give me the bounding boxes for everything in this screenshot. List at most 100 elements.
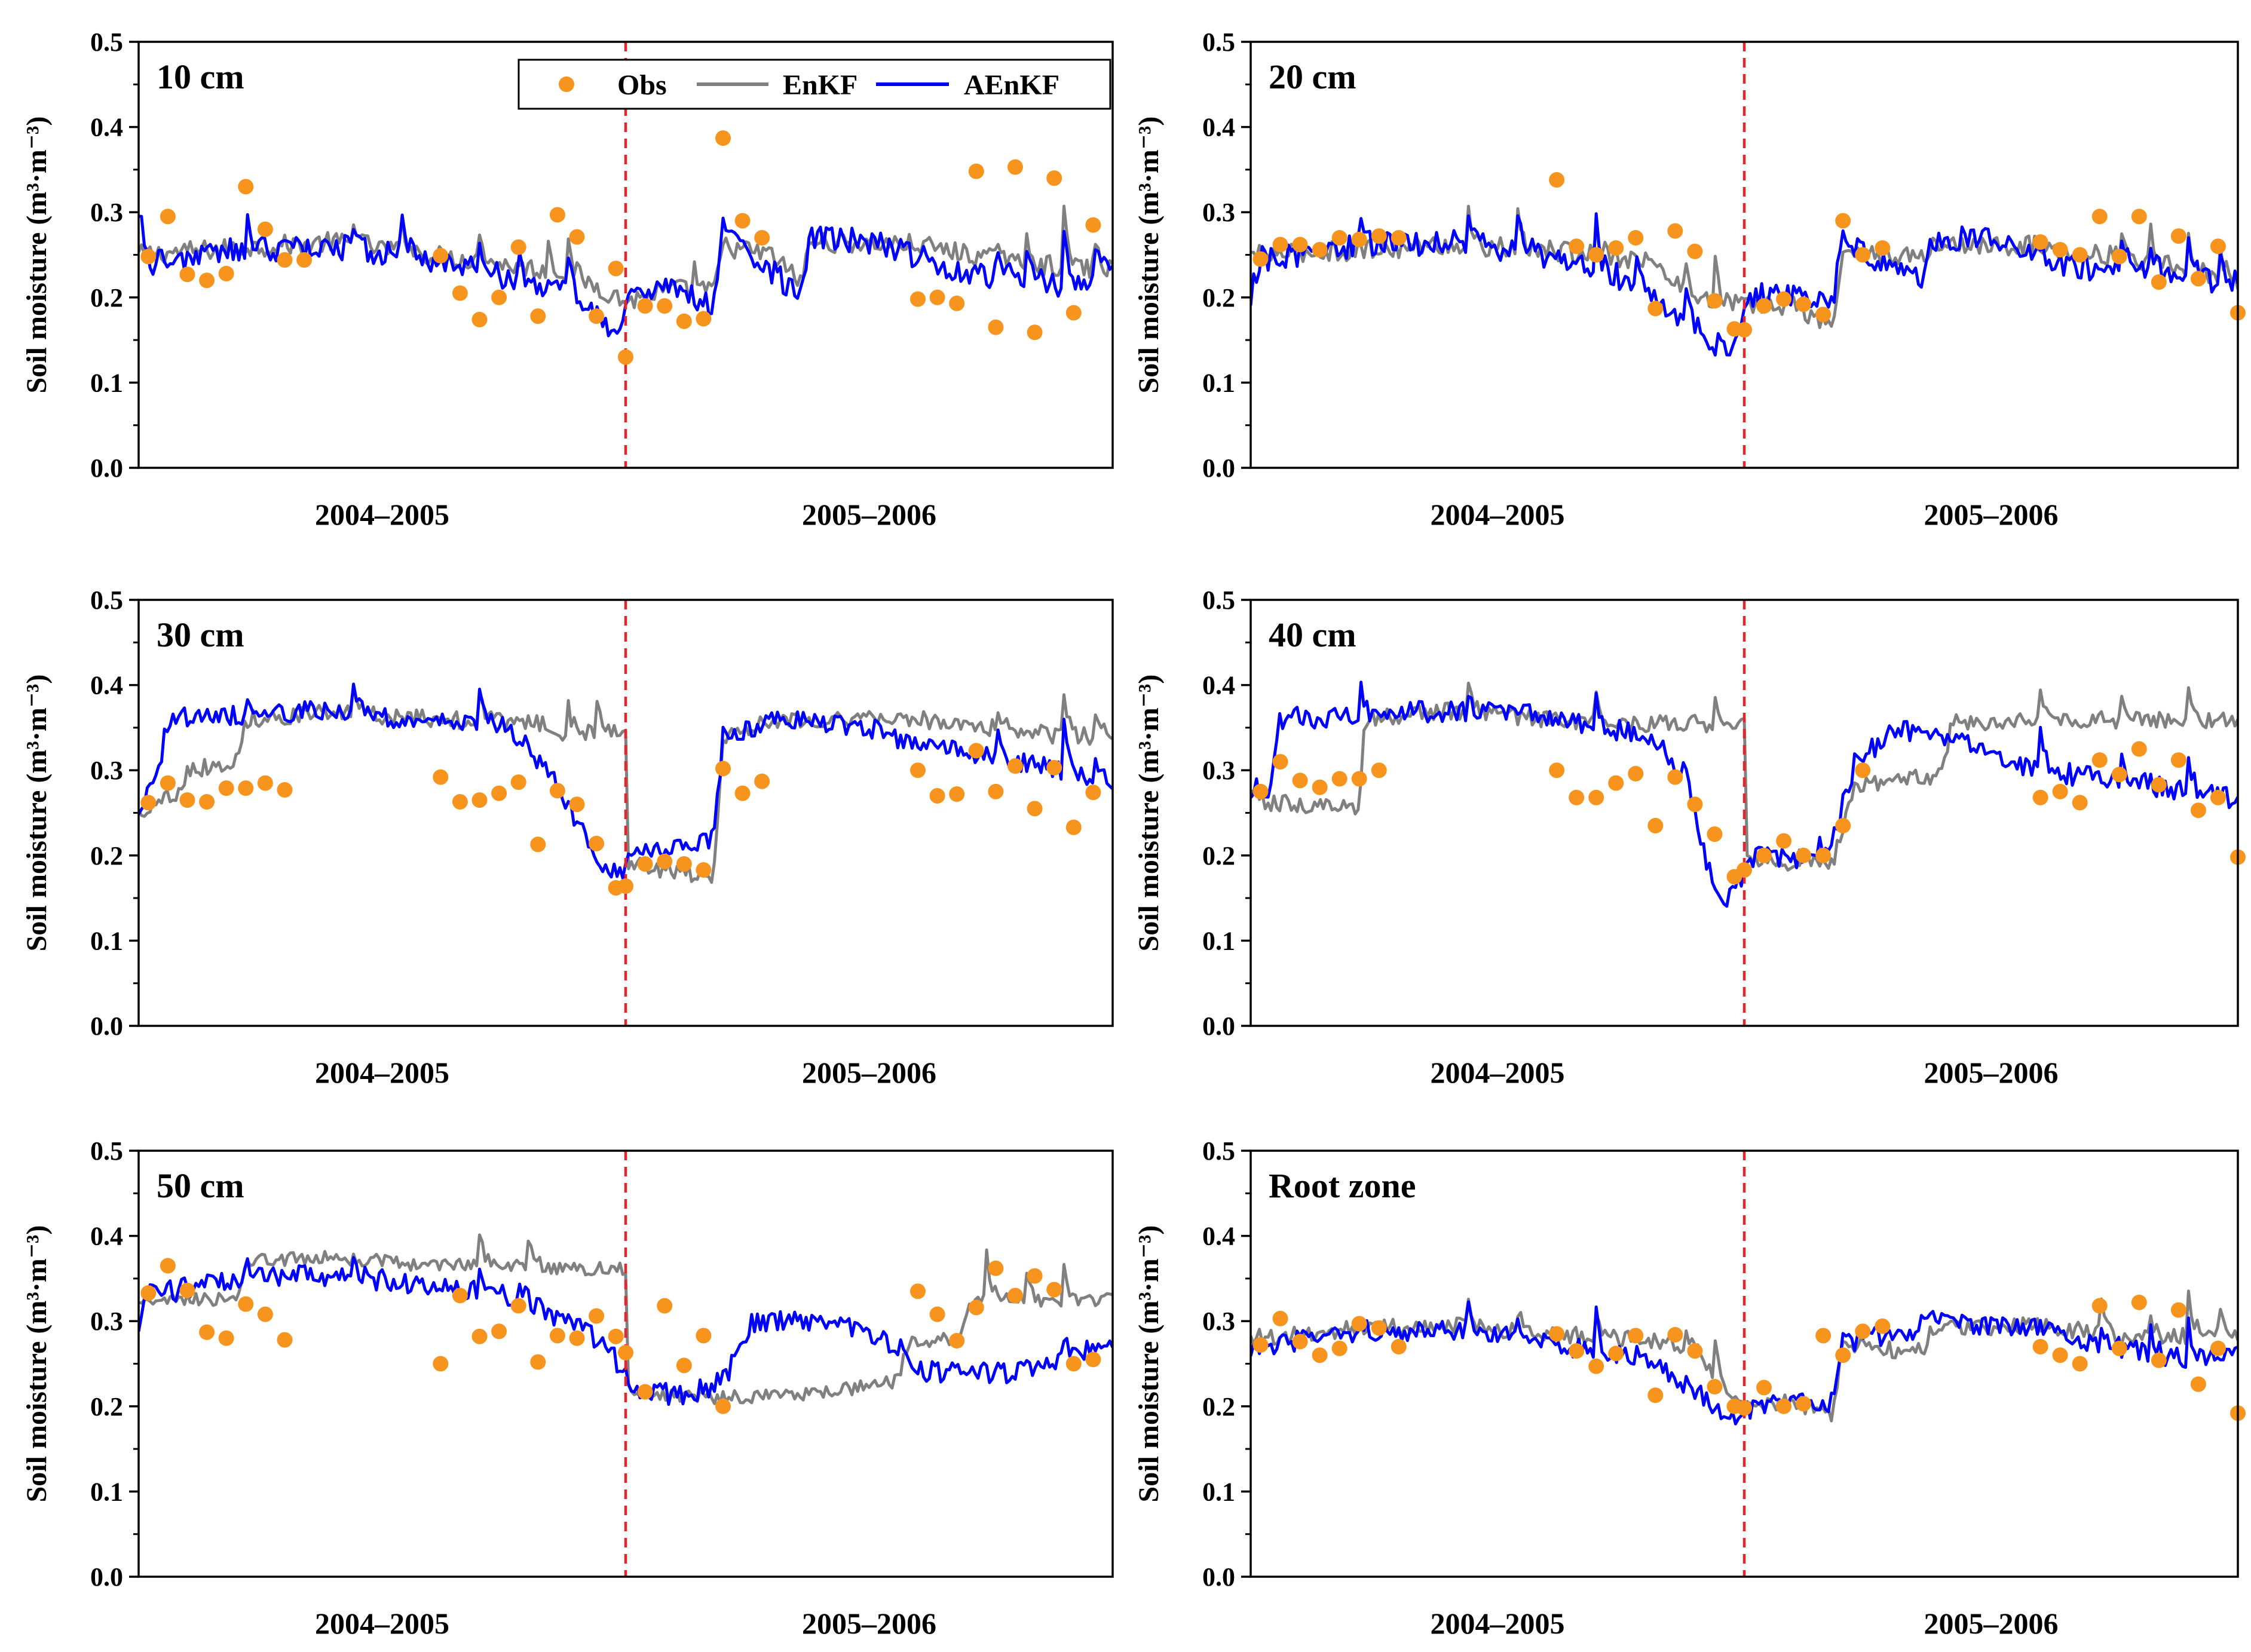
obs-point <box>1549 1326 1565 1342</box>
obs-point <box>1647 301 1664 317</box>
obs-point <box>160 775 176 791</box>
y-tick-label: 0.2 <box>1202 1392 1235 1421</box>
obs-point <box>1667 769 1683 785</box>
obs-point <box>277 781 293 798</box>
y-tick-label: 0.2 <box>1202 283 1235 312</box>
obs-point <box>1046 170 1062 186</box>
obs-point <box>1776 1398 1792 1414</box>
obs-point <box>2131 209 2147 225</box>
legend-box <box>517 59 1111 110</box>
obs-point <box>179 1282 195 1298</box>
obs-point <box>1737 321 1752 338</box>
period-label-second: 2005–2006 <box>802 1607 936 1640</box>
obs-point <box>549 1328 565 1344</box>
obs-point <box>140 249 157 265</box>
obs-point <box>2170 752 2186 768</box>
obs-point <box>1292 237 1308 253</box>
obs-point <box>1687 796 1703 813</box>
period-label-second: 2005–2006 <box>1924 1607 2059 1640</box>
y-tick-label: 0.4 <box>1202 671 1235 700</box>
obs-point <box>510 774 526 790</box>
obs-point <box>2131 1294 2147 1310</box>
obs-point <box>510 1298 526 1314</box>
obs-point <box>2151 274 2167 290</box>
obs-point <box>452 285 468 301</box>
obs-point <box>696 862 712 878</box>
obs-point <box>433 247 449 263</box>
y-tick-label: 0.5 <box>1202 586 1235 615</box>
obs-point <box>569 1330 585 1346</box>
obs-point <box>968 163 984 179</box>
obs-point <box>433 1356 449 1372</box>
obs-point <box>1272 237 1288 253</box>
obs-point <box>2210 789 2226 805</box>
y-tick-label: 0.2 <box>90 841 123 871</box>
obs-point <box>608 1328 624 1344</box>
obs-point <box>637 856 653 872</box>
y-tick-label: 0.1 <box>90 1477 123 1506</box>
obs-point <box>471 1328 488 1344</box>
obs-point <box>1252 251 1269 267</box>
obs-point <box>1588 789 1604 805</box>
obs-point <box>1331 771 1347 787</box>
obs-point <box>589 308 605 324</box>
legend-obs-marker <box>559 76 574 92</box>
obs-point <box>1065 819 1082 835</box>
obs-point <box>530 836 546 853</box>
obs-point <box>257 1306 273 1322</box>
period-label-first: 2004–2005 <box>315 1056 449 1089</box>
obs-point <box>715 130 731 146</box>
obs-point <box>1835 213 1851 229</box>
obs-point <box>1737 1400 1752 1416</box>
obs-point <box>657 853 673 869</box>
chart-panel-3: 0.0 0.1 0.2 0.3 0.4 0.5 Soil moisture (m³·m⁻³)… <box>21 586 1114 1089</box>
obs-point <box>530 1354 546 1370</box>
obs-point <box>910 762 926 779</box>
y-tick-label: 0.3 <box>1202 1307 1235 1336</box>
y-tick-label: 0.4 <box>1202 1222 1235 1251</box>
obs-point <box>1007 1288 1023 1304</box>
obs-point <box>910 1283 926 1299</box>
obs-point <box>968 743 984 759</box>
obs-point <box>218 265 234 281</box>
y-axis-label: Soil moisture (m³·m⁻³) <box>21 675 53 952</box>
obs-point <box>657 1298 673 1314</box>
y-tick-label: 0.0 <box>1202 1562 1235 1592</box>
obs-point <box>1351 1316 1367 1332</box>
obs-point <box>1549 172 1565 188</box>
obs-point <box>1855 247 1871 263</box>
obs-point <box>2111 1340 2127 1356</box>
obs-point <box>530 308 546 324</box>
y-tick-label: 0.5 <box>90 27 123 57</box>
obs-point <box>929 787 945 804</box>
obs-point <box>2052 241 2068 258</box>
obs-point <box>1667 223 1683 239</box>
obs-point <box>2210 238 2226 255</box>
y-tick-label: 0.2 <box>90 283 123 312</box>
obs-point <box>1085 217 1101 233</box>
obs-point <box>2032 789 2048 805</box>
y-tick-label: 0.0 <box>90 453 123 483</box>
obs-point <box>734 785 751 801</box>
obs-point <box>549 207 565 223</box>
obs-point <box>1569 789 1585 805</box>
obs-point <box>471 792 488 808</box>
period-label-second: 2005–2006 <box>1924 1056 2059 1089</box>
obs-point <box>510 239 526 255</box>
obs-point <box>140 795 157 811</box>
obs-point <box>1835 817 1851 833</box>
obs-point <box>452 1288 468 1304</box>
obs-point <box>1707 1379 1723 1395</box>
obs-point <box>238 1296 254 1312</box>
y-tick-label: 0.3 <box>90 756 123 785</box>
obs-point <box>1085 1351 1101 1368</box>
obs-point <box>1628 1328 1644 1344</box>
obs-point <box>734 213 751 229</box>
obs-point <box>696 1328 712 1344</box>
obs-point <box>1707 826 1723 842</box>
obs-point <box>715 1398 731 1414</box>
y-tick-label: 0.4 <box>90 671 123 700</box>
obs-point <box>1855 1323 1871 1340</box>
obs-point <box>949 1332 965 1348</box>
obs-point <box>1815 307 1832 323</box>
